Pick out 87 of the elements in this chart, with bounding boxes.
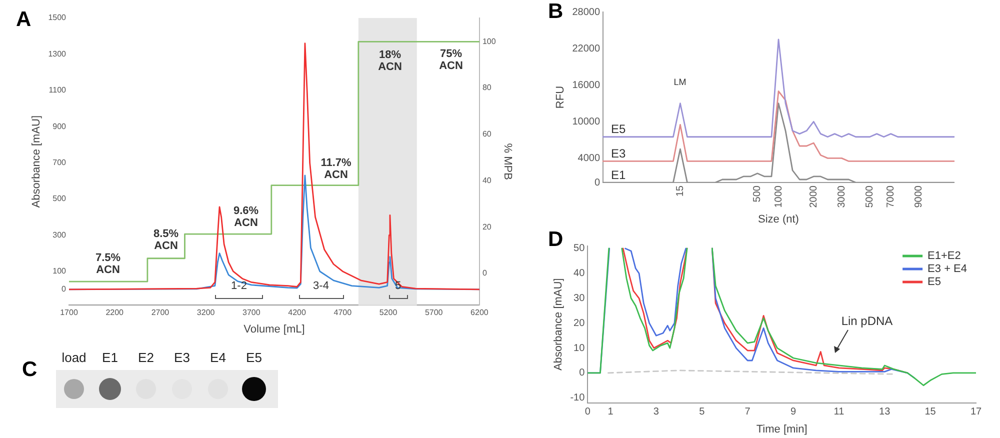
legend-label: E3 + E4 (928, 263, 968, 276)
annotation: LM (672, 77, 688, 87)
y-axis-title: RFU (554, 86, 567, 109)
y-axis-title: Absorbance [mAU] (552, 278, 565, 371)
text: C (22, 358, 38, 382)
x-tick-label: 1000 (773, 185, 784, 208)
y2-tick-label: 40 (482, 176, 492, 185)
y-tick-label: 100 (52, 266, 67, 276)
x-tick-label: 2700 (151, 308, 170, 318)
x-tick-label: 5700 (424, 308, 444, 318)
annotation: 9.6% ACN (232, 205, 260, 229)
y-tick-label: 20 (574, 318, 586, 329)
y-tick-label: 10000 (572, 116, 600, 128)
y-tick-label: 40 (574, 268, 586, 280)
y-tick-label: -10 (570, 392, 586, 404)
category-label: E2 (137, 350, 155, 365)
y2-tick-label: 20 (482, 222, 492, 232)
x-tick-label: 4200 (288, 308, 306, 318)
y-tick-label: 10 (574, 342, 586, 354)
legend-label: E5 (928, 276, 942, 288)
y2-tick-label: 80 (482, 83, 492, 92)
legend-label: E1+E2 (928, 250, 961, 262)
category-label: E1 (101, 350, 119, 365)
y-tick-label: 0 (579, 368, 586, 379)
x-tick-label: 1700 (60, 308, 78, 318)
annotation: 7.5% ACN (94, 252, 122, 276)
y-tick-label: 1100 (48, 86, 67, 95)
y-tick-label: 1300 (48, 49, 67, 58)
y-tick-label: 0 (594, 177, 600, 188)
annotation: 3-4 (312, 280, 330, 292)
y-tick-label: 16000 (572, 80, 600, 91)
x-tick-label: 5 (699, 406, 706, 418)
x-tick-label: 15 (924, 406, 936, 418)
annotation: 11.7% ACN (320, 157, 352, 181)
x-tick-label: 13 (879, 406, 891, 418)
y-tick-label: 0 (62, 284, 67, 294)
x-tick-label: 7 (744, 406, 751, 418)
y-axis-title: Absorbance [mAU] (30, 115, 43, 208)
series-label: E5 (611, 122, 626, 136)
y-tick-label: 50 (574, 243, 586, 254)
y2-tick-label: 0 (482, 268, 488, 278)
chart-title: D (548, 228, 564, 252)
annotation: Lin pDNA (840, 314, 894, 328)
category-label: load (60, 350, 88, 365)
series-label: E3 (611, 146, 626, 161)
x-axis-title: Volume [mL] (244, 323, 305, 336)
x-tick-label: 1 (608, 406, 614, 418)
annotation: 75% ACN (438, 48, 464, 72)
x-tick-label: 17 (970, 406, 982, 418)
x-axis-title: Size (nt) (758, 213, 799, 226)
y2-tick-label: 60 (482, 130, 492, 139)
y-tick-label: 22000 (572, 43, 600, 54)
x-tick-label: 15 (674, 185, 686, 197)
x-axis-title: Time [min] (756, 423, 808, 436)
annotation: 8.5% ACN (152, 228, 180, 252)
y-tick-label: 700 (52, 158, 67, 167)
x-tick-label: 3 (653, 406, 660, 418)
x-tick-label: 6200 (470, 308, 489, 318)
y2-tick-label: 100 (482, 36, 496, 46)
y-tick-label: 28000 (572, 6, 600, 18)
y-tick-label: 4000 (578, 152, 600, 164)
x-tick-label: 3200 (196, 308, 216, 318)
category-label: E5 (245, 350, 263, 365)
x-tick-label: 5200 (379, 308, 398, 318)
x-tick-label: 3700 (242, 308, 261, 318)
x-tick-label: 7000 (886, 185, 897, 208)
chart-title: A (16, 8, 32, 32)
annotation: 18% ACN (377, 49, 403, 73)
category-label: E3 (173, 350, 191, 365)
x-tick-label: 9000 (914, 185, 925, 208)
annotation: 1-2 (230, 280, 248, 292)
y-tick-label: 900 (52, 122, 67, 131)
chart-title: B (548, 0, 564, 24)
y-tick-label: 1500 (48, 13, 67, 22)
x-tick-label: 9 (790, 406, 796, 418)
y-tick-label: 30 (574, 293, 586, 304)
y2-axis-title: % MPB (501, 143, 514, 180)
x-tick-label: 4700 (334, 308, 352, 318)
x-tick-label: 2200 (106, 308, 124, 318)
x-tick-label: 500 (752, 185, 764, 202)
x-tick-label: 5000 (864, 185, 876, 208)
x-tick-label: 3000 (836, 185, 848, 208)
x-tick-label: 2000 (808, 185, 820, 208)
series-label: E1 (611, 168, 626, 182)
y-tick-label: 300 (52, 230, 67, 240)
x-tick-label: 11 (834, 406, 845, 418)
category-label: E4 (209, 350, 227, 365)
